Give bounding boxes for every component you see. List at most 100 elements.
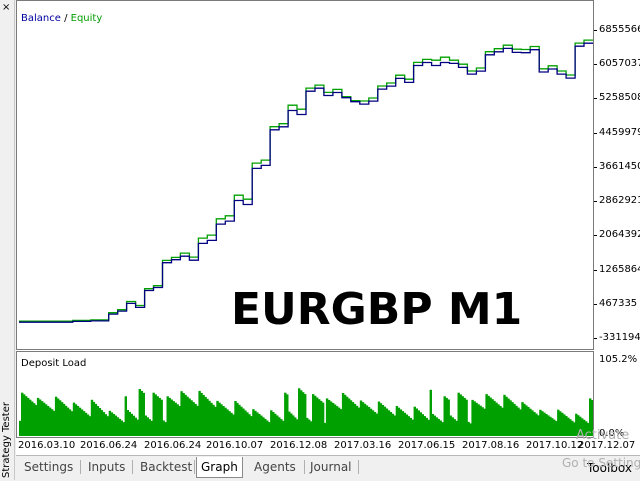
deposit-load-bar — [401, 411, 405, 436]
x-tick-label: 2016.10.07 — [206, 440, 264, 451]
deposit-load-bar — [347, 398, 351, 436]
deposit-load-bar — [511, 402, 514, 436]
deposit-load-bar — [345, 396, 349, 436]
deposit-load-bar — [385, 408, 389, 436]
deposit-load-bar — [154, 394, 157, 436]
activation-watermark: Activate — [576, 428, 630, 443]
deposit-load-bar — [387, 410, 391, 436]
deposit-load-bar — [575, 413, 578, 436]
deposit-load-bar — [264, 418, 267, 436]
deposit-load-bar — [433, 415, 436, 436]
deposit-load-bar — [94, 403, 98, 436]
tab-journal[interactable]: Journal — [310, 460, 352, 474]
deposit-load-bar — [206, 398, 209, 436]
deposit-load-bar — [214, 406, 217, 436]
deposit-load-axis: 105.2% 0.0% — [594, 351, 640, 439]
deposit-load-bar — [519, 409, 522, 436]
deposit-load-bar — [176, 404, 179, 436]
tab-inputs[interactable]: Inputs — [88, 460, 126, 474]
balance-line — [19, 42, 593, 323]
deposit-load-bar — [302, 392, 305, 436]
deposit-load-bar — [469, 423, 472, 436]
deposit-load-bar — [128, 411, 131, 436]
tab-graph[interactable]: Graph — [196, 457, 243, 478]
deposit-load-bar — [443, 396, 446, 436]
toolbox-button[interactable]: Toolbox — [587, 461, 632, 475]
deposit-load-bar — [353, 403, 357, 436]
deposit-load-bar — [333, 404, 337, 436]
deposit-load-bar — [178, 406, 181, 436]
deposit-load-bar — [341, 393, 345, 436]
deposit-load-bar — [100, 410, 104, 436]
deposit-load-bar — [308, 419, 311, 436]
deposit-load-bar — [118, 418, 122, 436]
tab-agents[interactable]: Agents — [254, 460, 296, 474]
deposit-load-bar — [423, 416, 426, 436]
deposit-load-bar — [489, 397, 492, 436]
deposit-load-bar — [535, 413, 538, 436]
deposit-load-bar — [248, 414, 251, 436]
deposit-load-bar — [439, 420, 442, 436]
deposit-load-bar — [493, 400, 496, 436]
deposit-load-bar — [262, 417, 265, 436]
deposit-load-bar — [327, 400, 331, 436]
deposit-load-bar — [82, 411, 86, 436]
deposit-load-bar — [270, 410, 273, 436]
deposit-load-bar — [80, 409, 84, 436]
deposit-load-bar — [529, 408, 532, 436]
chart-legend: Balance / Equity — [21, 13, 102, 24]
deposit-load-bar — [369, 408, 373, 436]
deposit-load-bar — [419, 412, 422, 436]
deposit-load-bar — [120, 420, 123, 436]
deposit-load-bar — [367, 407, 371, 436]
deposit-load-bar — [96, 406, 100, 436]
deposit-load-bar — [337, 407, 341, 436]
deposit-load-bar — [258, 414, 261, 436]
deposit-load-bar — [553, 419, 556, 436]
deposit-load-bar — [74, 404, 78, 436]
y-tick-mark — [594, 30, 597, 31]
deposit-load-bar — [240, 406, 243, 436]
deposit-load-bar — [298, 388, 301, 436]
deposit-load-bar — [579, 416, 582, 436]
deposit-load-bar — [455, 420, 458, 436]
deposit-load-bar — [204, 396, 207, 436]
deposit-load-bar — [503, 394, 506, 436]
y-tick-mark — [594, 303, 597, 305]
tab-settings[interactable]: Settings — [24, 460, 74, 474]
deposit-load-bar — [485, 394, 488, 436]
deposit-load-bar — [331, 403, 335, 436]
deposit-load-bar — [60, 402, 64, 436]
deposit-load-bar — [501, 407, 504, 436]
deposit-load-bar — [499, 406, 502, 436]
deposit-load-bar — [170, 399, 173, 436]
x-tick-label: 2017.03.16 — [334, 440, 392, 451]
deposit-load-bar — [395, 406, 399, 436]
deposit-load-bar — [208, 400, 211, 436]
deposit-load-bar — [413, 406, 416, 436]
deposit-load-bar — [549, 416, 552, 436]
deposit-load-bar — [44, 404, 48, 436]
close-icon[interactable]: × — [2, 2, 11, 13]
deposit-load-bar — [218, 402, 221, 436]
deposit-load-bar — [52, 410, 56, 436]
deposit-load-bar — [282, 420, 285, 436]
deposit-load-bar — [46, 406, 50, 436]
deposit-load-bar — [355, 405, 359, 436]
deposit-load-bar — [168, 397, 171, 436]
deposit-load-bar — [288, 411, 291, 436]
deposit-load-bar — [72, 402, 76, 436]
deposit-load-bar — [158, 397, 161, 436]
deposit-load-bar — [363, 403, 367, 436]
deposit-load-bar — [86, 414, 90, 436]
deposit-load-bar — [471, 399, 474, 436]
tab-backtest[interactable]: Backtest — [140, 460, 193, 474]
deposit-load-bar — [21, 392, 24, 436]
deposit-load-bar — [591, 400, 593, 436]
deposit-load-bar — [192, 402, 195, 436]
deposit-load-bar — [180, 391, 183, 436]
deposit-load-bar — [377, 401, 381, 436]
symbol-overlay-text: EURGBP M1 — [231, 284, 523, 335]
deposit-load-bar — [190, 400, 193, 436]
deposit-load-bar — [162, 420, 165, 436]
